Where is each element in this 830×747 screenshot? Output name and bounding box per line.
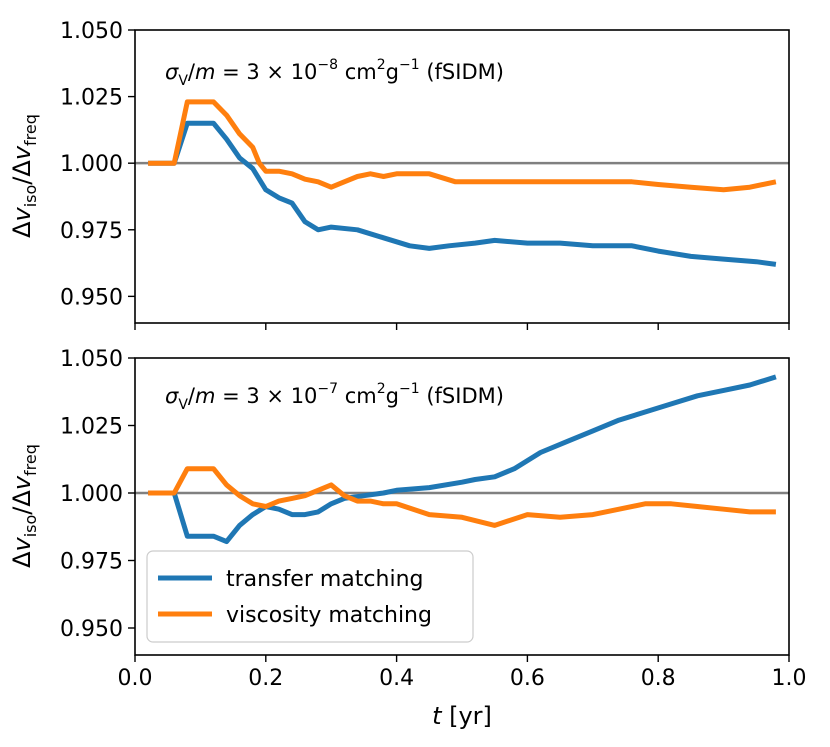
bottom-y-ticks: 1.050 1.025 1.000 0.975 0.950 <box>60 347 135 642</box>
bottom-series-viscosity-line <box>148 466 776 528</box>
top-ytick-label: 0.950 <box>60 285 123 310</box>
top-ylabel: Δviso/Δvfreq <box>8 114 40 238</box>
top-panel: 1.050 1.025 1.000 0.975 0.950 σV/m = 3 × 10−… <box>8 19 790 330</box>
bottom-ylabel: Δviso/Δvfreq <box>8 444 40 568</box>
bottom-ytick-label: 1.000 <box>60 482 123 507</box>
top-ytick-label: 0.975 <box>60 219 123 244</box>
legend: transfer matching viscosity matching <box>146 550 474 643</box>
legend-label-viscosity: viscosity matching <box>226 603 432 628</box>
top-x-ticks <box>134 323 790 330</box>
xtick-label: 0.0 <box>118 666 153 691</box>
legend-box <box>146 550 474 643</box>
bottom-ytick-label: 0.975 <box>60 550 123 575</box>
legend-label-transfer: transfer matching <box>226 567 423 592</box>
top-axes-frame <box>134 29 790 324</box>
xtick-label: 1.0 <box>772 666 807 691</box>
top-ytick-label: 1.050 <box>60 19 123 44</box>
top-series-viscosity-line <box>148 99 777 193</box>
top-series-transfer-line <box>148 120 777 267</box>
xtick-label: 0.8 <box>641 666 676 691</box>
top-series-group <box>135 99 789 267</box>
bottom-ytick-label: 0.950 <box>60 617 123 642</box>
top-ytick-label: 1.000 <box>60 152 123 177</box>
xtick-label: 0.4 <box>379 666 414 691</box>
bottom-axes-frame <box>134 357 790 656</box>
top-annotation: σV/m = 3 × 10−8 cm2g−1 (fSIDM) <box>165 57 504 89</box>
top-ytick-label: 1.025 <box>60 86 123 111</box>
x-axis-label: t [yr] <box>432 702 492 730</box>
bottom-ytick-label: 1.050 <box>60 347 123 372</box>
xtick-label: 0.2 <box>248 666 283 691</box>
bottom-series-group <box>135 374 789 545</box>
bottom-x-ticks: 0.0 0.2 0.4 0.6 0.8 1.0 <box>118 655 807 691</box>
xtick-label: 0.6 <box>510 666 545 691</box>
top-y-ticks: 1.050 1.025 1.000 0.975 0.950 <box>60 19 135 310</box>
bottom-series-transfer-line <box>148 374 777 545</box>
bottom-annotation: σV/m = 3 × 10−7 cm2g−1 (fSIDM) <box>165 381 504 413</box>
bottom-ytick-label: 1.025 <box>60 415 123 440</box>
